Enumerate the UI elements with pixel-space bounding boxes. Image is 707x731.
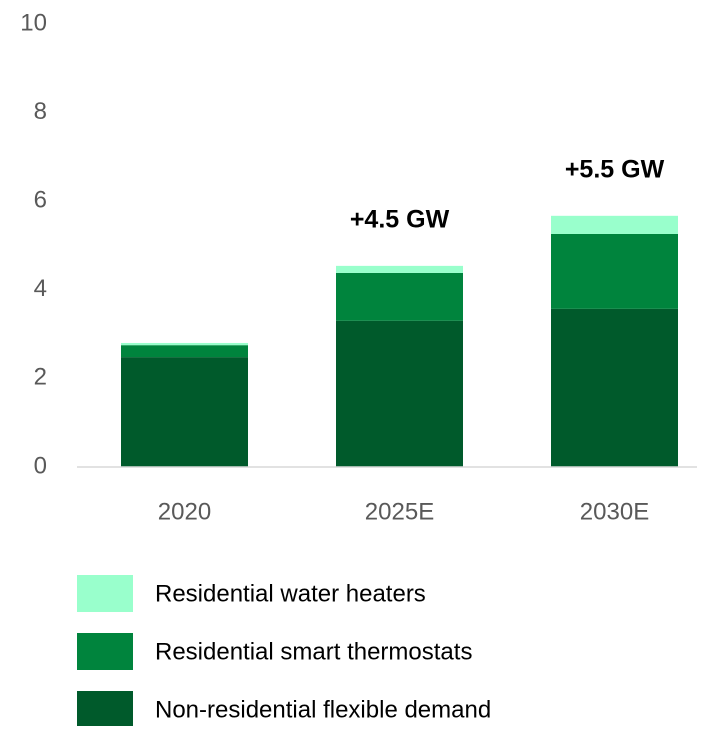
bar-segment	[551, 308, 678, 467]
bar-segment	[121, 357, 248, 467]
y-tick-label: 6	[34, 187, 47, 214]
bar-segment	[551, 233, 678, 309]
legend-swatch	[77, 575, 133, 612]
legend-label: Residential water heaters	[155, 580, 426, 607]
bar-segment	[121, 345, 248, 358]
annotation: +5.5 GW	[565, 155, 665, 183]
bar-segment	[551, 215, 678, 234]
bar-segment	[336, 272, 463, 321]
x-tick-label: 2020	[158, 498, 211, 525]
legend-swatch	[77, 691, 133, 728]
bar-segment	[336, 320, 463, 467]
bar-segment	[336, 265, 463, 273]
y-tick-label: 8	[34, 98, 47, 125]
x-tick-label: 2025E	[365, 498, 434, 525]
y-tick-label: 2	[34, 364, 47, 391]
legend-label: Non-residential flexible demand	[155, 696, 491, 723]
y-tick-label: 0	[34, 452, 47, 479]
bar-segment	[121, 342, 248, 346]
x-tick-label: 2030E	[580, 498, 649, 525]
legend-swatch	[77, 633, 133, 670]
legend-label: Residential smart thermostats	[155, 638, 472, 665]
y-tick-label: 10	[20, 9, 47, 36]
annotation: +4.5 GW	[350, 205, 450, 233]
y-tick-label: 4	[34, 275, 47, 302]
